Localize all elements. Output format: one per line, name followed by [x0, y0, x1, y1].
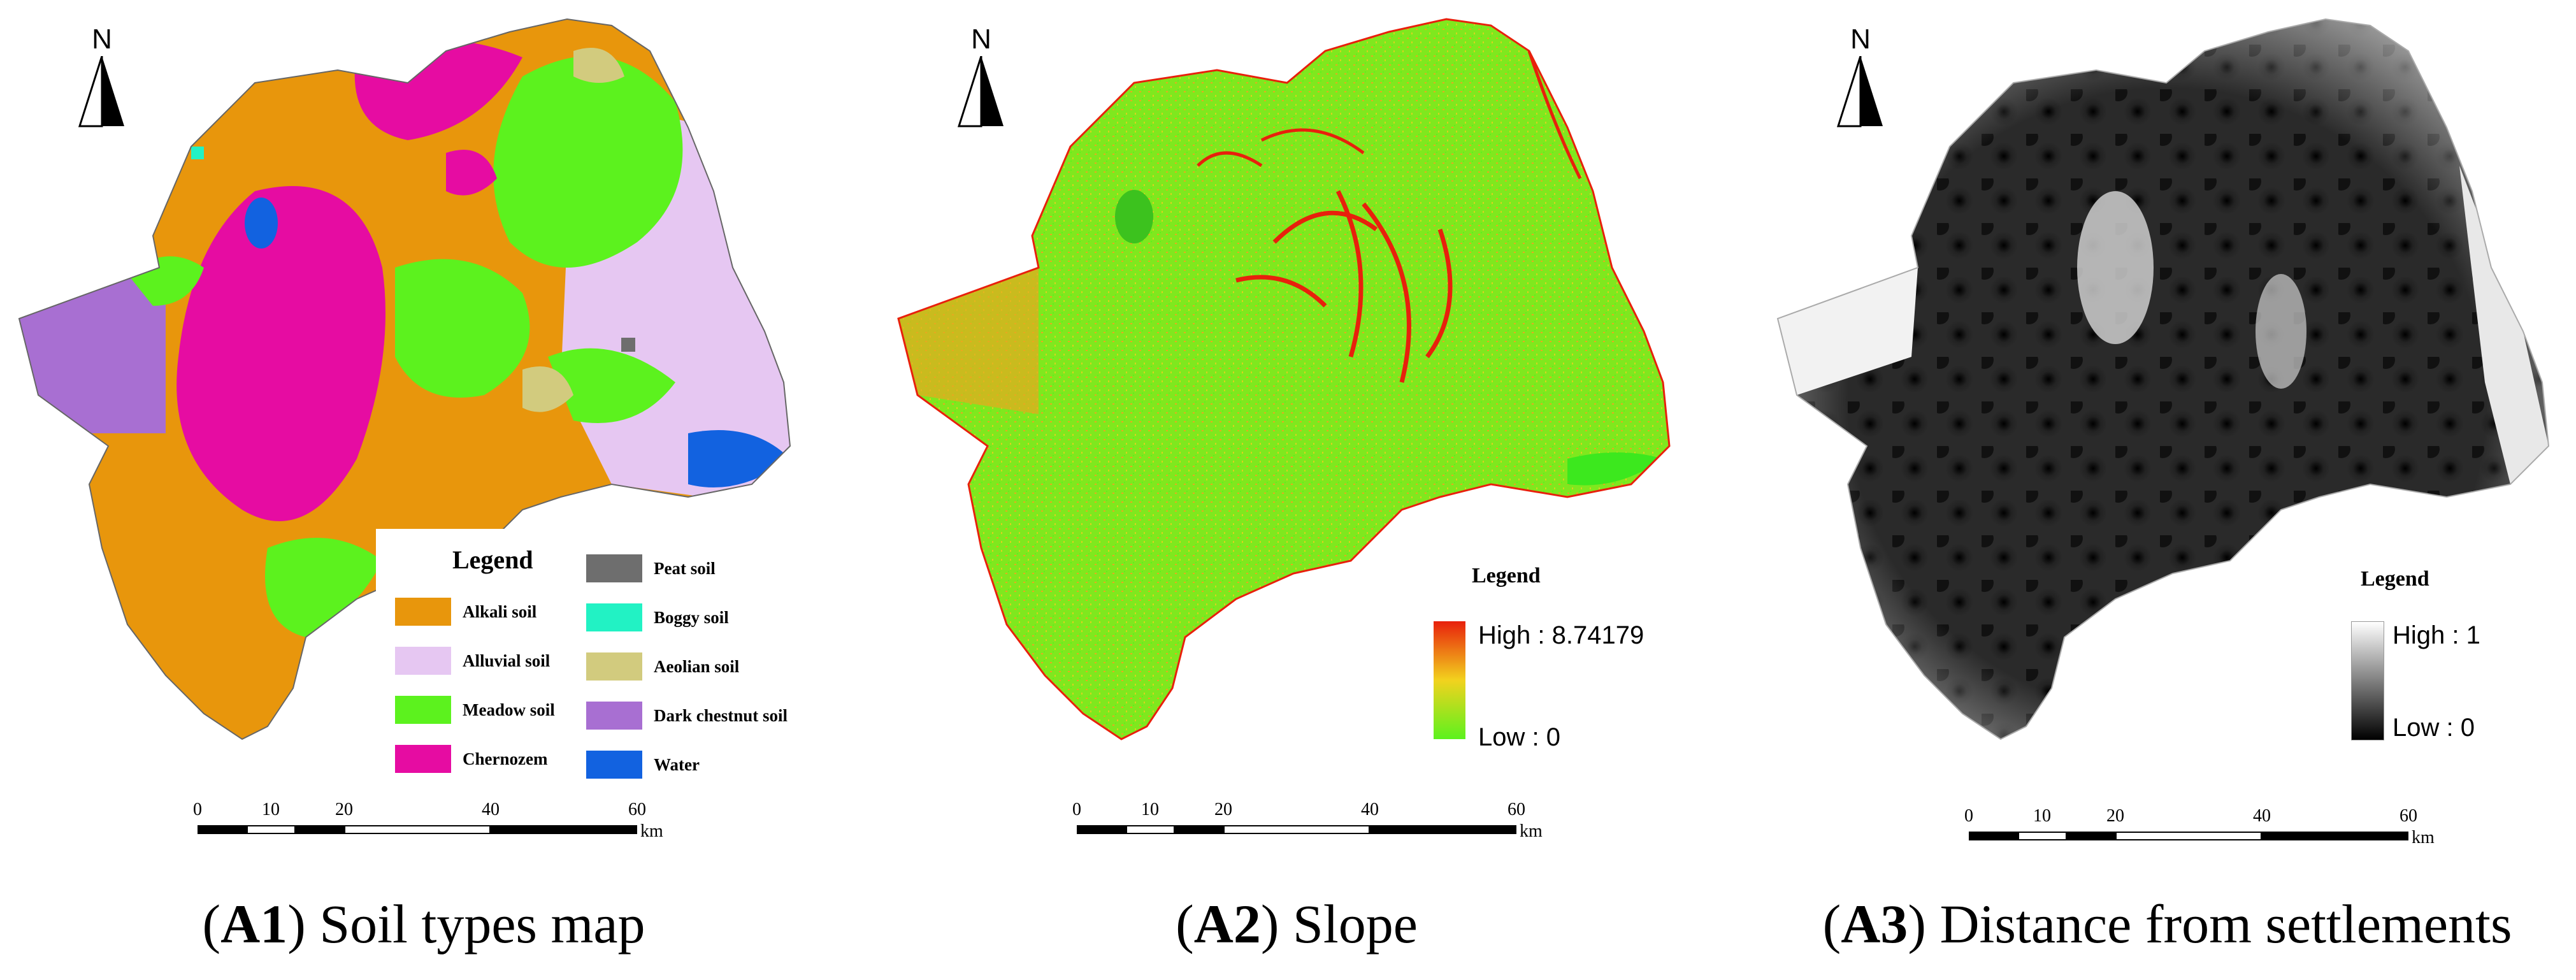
north-arrow-icon: [957, 55, 1004, 127]
distance-color-ramp: [2351, 621, 2384, 740]
high-slope-streaks: [1235, 190, 1453, 383]
soil-region-fill: [19, 19, 790, 739]
legend-title: Legend: [452, 545, 533, 574]
legend-swatch: [395, 598, 451, 626]
peat-soil-area: [621, 338, 635, 352]
slope-low-label: Low : 0: [1478, 723, 1560, 751]
legend-item-water: Water: [586, 746, 700, 784]
caption-a2: (A2) Slope: [1176, 893, 1418, 955]
legend-swatch: [586, 652, 642, 681]
legend-item-alluvial-soil: Alluvial soil: [395, 642, 550, 680]
slope-map: [897, 18, 1671, 740]
panel-slope: N Legend High : 8.74179 Low : 0 0 10 20 …: [879, 0, 1714, 980]
caption-a1: (A1) Soil types map: [202, 893, 645, 955]
meadow-soil-area: [493, 56, 683, 268]
north-arrow-icon: [78, 55, 124, 127]
legend-swatch: [586, 702, 642, 730]
map-boundary: [18, 18, 791, 740]
slope-color-ramp: [1434, 621, 1465, 739]
distance-map: [1776, 18, 2550, 740]
legend-item-boggy-soil: Boggy soil: [586, 598, 729, 637]
soil-types-map: [18, 18, 835, 784]
legend-swatch: [586, 603, 642, 631]
map-boundary: [1776, 18, 2550, 740]
panel-soil-types: N Legend Alkali soil Alluvial soil Meado…: [0, 0, 847, 980]
aeolian-soil-area: [573, 48, 624, 83]
legend-item-dark-chestnut-soil: Dark chestnut soil: [586, 696, 788, 735]
map-boundary: [897, 18, 1671, 740]
scale-bar: 0 10 20 40 60 km: [193, 800, 663, 841]
boggy-soil-area: [191, 147, 204, 159]
north-arrow-icon: [1836, 55, 1883, 127]
legend-item-meadow-soil: Meadow soil: [395, 691, 555, 729]
north-arrow: N: [953, 25, 1010, 136]
scale-bar: 0 10 20 40 60 km: [1964, 806, 2435, 847]
legend-swatch: [395, 745, 451, 773]
slope-high-label: High : 8.74179: [1478, 621, 1644, 649]
legend-item-aeolian-soil: Aeolian soil: [586, 647, 739, 686]
chernozem-area: [176, 186, 385, 521]
scale-bar: 0 10 20 40 60 km: [1072, 800, 1543, 841]
legend-title: Legend: [1472, 564, 1541, 587]
north-arrow: N: [73, 25, 131, 136]
legend-item-peat-soil: Peat soil: [586, 549, 716, 587]
distance-low-label: Low : 0: [2393, 714, 2475, 742]
legend-swatch: [395, 647, 451, 675]
legend-swatch: [586, 751, 642, 779]
caption-a3: (A3) Distance from settlements: [1822, 893, 2512, 955]
distance-high-label: High : 1: [2393, 621, 2480, 649]
legend-item-chernozem: Chernozem: [395, 740, 547, 778]
legend-swatch: [395, 696, 451, 724]
dark-chestnut-soil-area: [19, 268, 166, 433]
legend-swatch: [586, 554, 642, 582]
legend-item-alkali-soil: Alkali soil: [395, 593, 536, 631]
north-arrow: N: [1832, 25, 1889, 136]
legend-title: Legend: [2361, 567, 2429, 591]
panel-distance-from-settlements: N Legend High : 1 Low : 0 0 10 20 40 60 …: [1759, 0, 2576, 980]
